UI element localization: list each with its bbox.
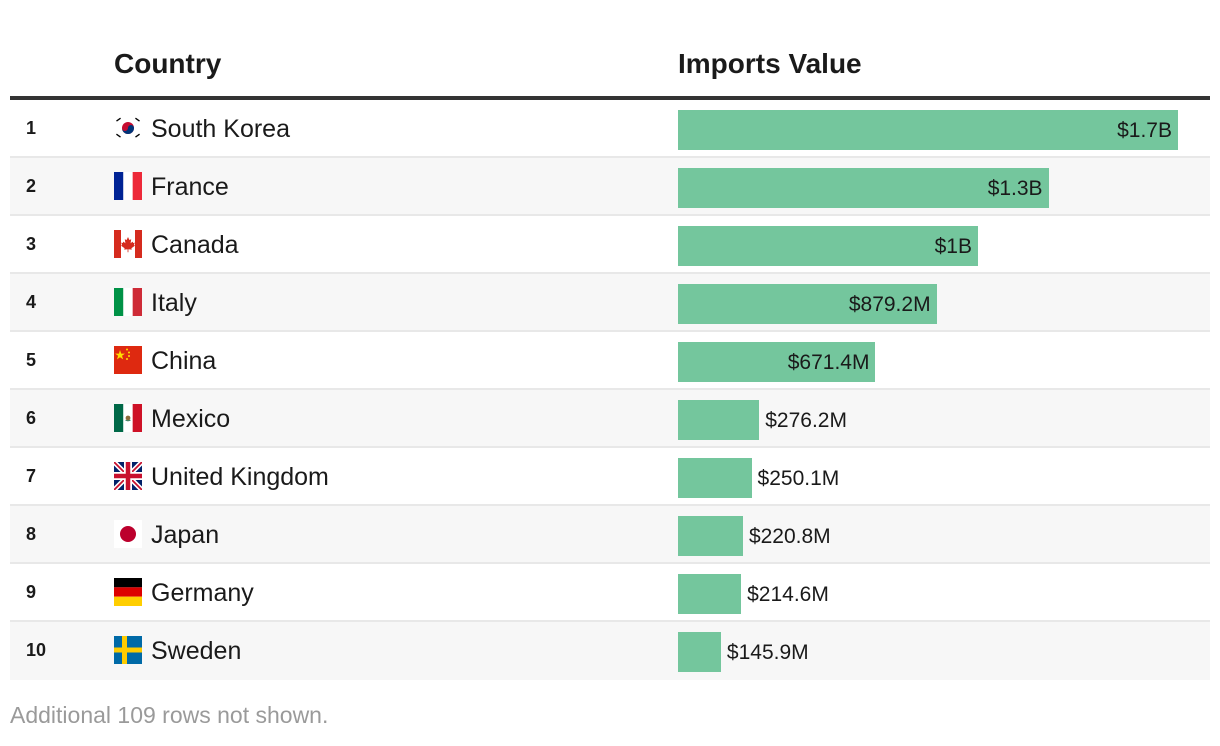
rank-cell: 9 [26,582,37,602]
bar-mark [678,632,721,672]
rank-cell: 1 [26,118,37,138]
country-name: Sweden [151,637,242,665]
rank-cell: 5 [26,350,37,370]
bar-mark [678,284,937,324]
bar-mark [678,574,742,614]
header-country[interactable]: Country [114,48,222,79]
country-name: Canada [151,231,239,259]
bar-value-label: $214.6M [747,583,829,606]
header-imports-value[interactable]: Imports Value [678,48,862,79]
bar-mark [678,400,760,440]
bar-mark [678,342,876,382]
bar-mark [678,458,752,498]
rank-cell: 10 [26,640,47,660]
cn-flag-icon [114,346,142,374]
rank-cell: 3 [26,234,37,254]
table-body: 1 South Korea $1.7B 2 France $1.3B 3 Canada $1B 4… [10,100,1210,680]
country-name: South Korea [151,115,290,143]
fr-flag-icon [114,172,142,200]
table-row[interactable]: 3 Canada $1B [10,216,1210,274]
bar-value-label: $671.4M [787,351,870,374]
rank-cell: 7 [26,466,37,486]
bar-value-label: $276.2M [765,409,847,432]
table-row[interactable]: 5 China $671.4M [10,332,1210,390]
country-name: Japan [151,521,220,549]
country-name: United Kingdom [151,463,329,491]
it-flag-icon [114,288,142,316]
country-name: France [151,173,229,201]
bar-mark [678,168,1049,208]
country-name: Mexico [151,405,231,433]
table-row[interactable]: 9 Germany $214.6M [10,564,1210,622]
gb-flag-icon [112,460,144,492]
table-row[interactable]: 7 United Kingdom $250.1M [10,448,1210,506]
jp-flag-icon [114,520,142,548]
bar-value-label: $1.3B [987,177,1043,200]
table-row[interactable]: 4 Italy $879.2M [10,274,1210,332]
country-name: Germany [151,579,254,607]
bar-mark [678,516,743,556]
imports-table: Country Imports Value 1 South Korea $1.7B 2… [10,0,1210,680]
bar-value-label: $1.7B [1117,119,1172,142]
bar-value-label: $879.2M [848,293,931,316]
table-row[interactable]: 1 South Korea $1.7B [10,100,1210,158]
de-flag-icon [114,578,142,606]
mx-flag-icon [114,404,142,432]
footnote: Additional 109 rows not shown. [10,702,329,728]
rank-cell: 2 [26,176,37,196]
country-name: China [151,347,217,375]
bar-value-label: $220.8M [748,525,831,548]
table-header: Country Imports Value [10,0,1210,100]
table-row[interactable]: 6 Mexico $276.2M [10,390,1210,448]
bar-mark [678,226,978,266]
rank-cell: 6 [26,408,37,428]
bar-value-label: $1B [934,235,972,258]
se-flag-icon [114,636,142,664]
bar-value-label: $145.9M [726,641,809,664]
kr-flag-icon [114,114,142,142]
rank-cell: 4 [26,292,37,312]
table-row[interactable]: 2 France $1.3B [10,158,1210,216]
country-name: Italy [151,289,197,317]
table-row[interactable]: 8 Japan $220.8M [10,506,1210,564]
table-row[interactable]: 10 Sweden $145.9M [10,622,1210,680]
ca-flag-icon [114,230,142,258]
rank-cell: 8 [26,524,37,544]
bar-value-label: $250.1M [757,467,840,490]
bar-mark [678,110,1178,150]
